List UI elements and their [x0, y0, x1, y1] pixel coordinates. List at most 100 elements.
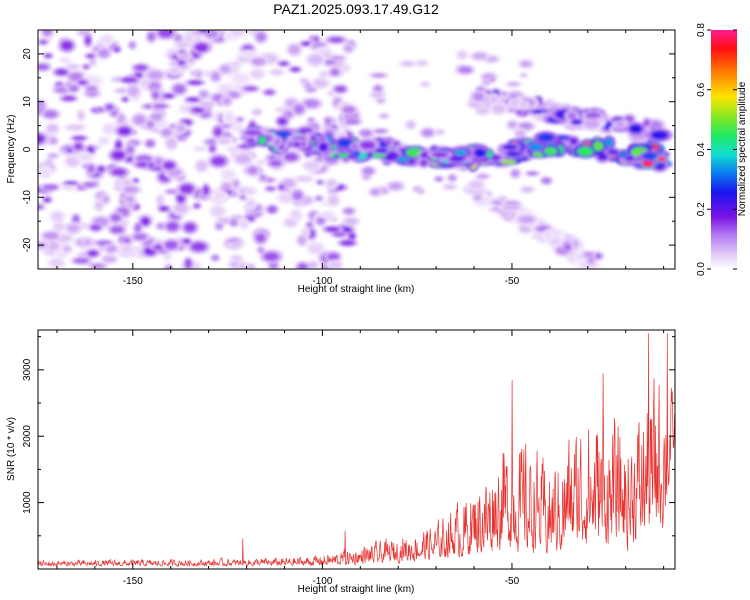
y-tick-label: 1000	[22, 491, 33, 514]
heatmap-cell	[313, 79, 328, 88]
heatmap-cell	[66, 156, 79, 167]
heatmap-cell	[453, 149, 468, 156]
heatmap-cell	[163, 161, 176, 170]
heatmap-cell	[147, 32, 156, 42]
heatmap-cell	[290, 67, 301, 72]
heatmap-cell	[567, 112, 577, 120]
heatmap-cell	[376, 98, 385, 104]
heatmap-cell	[330, 68, 340, 76]
heatmap-cell	[348, 233, 356, 240]
heatmap-cell	[373, 85, 383, 93]
heatmap-cell	[196, 160, 207, 171]
heatmap-cell	[541, 177, 551, 184]
heatmap-cell	[230, 242, 242, 247]
heatmap-cell	[340, 240, 355, 246]
heatmap-cell	[520, 73, 527, 78]
heatmap-cell	[328, 36, 344, 43]
snr-y-axis-label: SNR (10 * v/v)	[6, 417, 17, 481]
heatmap-cell	[190, 242, 207, 252]
heatmap-cell	[330, 55, 345, 61]
heatmap-cell	[150, 113, 163, 121]
heatmap-cell	[583, 252, 595, 257]
heatmap-cell	[615, 121, 625, 127]
heatmap-cell	[105, 245, 117, 253]
snr-panel: -150 -100 -50 1000 2000 3000 Height of straig…	[6, 329, 676, 595]
heatmap-cell	[342, 106, 356, 114]
heatmap-cell	[99, 137, 109, 145]
heatmap-cell	[127, 86, 139, 97]
heatmap-cell	[111, 168, 127, 176]
heatmap-cell	[255, 233, 266, 243]
heatmap-cell	[371, 92, 385, 98]
heatmap-cell	[293, 141, 301, 148]
heatmap-cell	[96, 165, 106, 173]
heatmap-cell	[222, 96, 231, 106]
heatmap-cell	[469, 180, 483, 189]
heatmap-cell	[191, 106, 206, 113]
heatmap-cell	[352, 150, 360, 158]
heatmap-cell	[230, 30, 244, 37]
heatmap-cell	[176, 41, 190, 48]
heatmap-cell	[417, 189, 425, 194]
heatmap-cell	[345, 118, 360, 125]
heatmap-cell	[200, 101, 214, 107]
heatmap-cell	[129, 41, 136, 49]
heatmap-cell	[157, 30, 174, 38]
heatmap-cell	[126, 145, 135, 155]
heatmap-cell	[133, 233, 148, 241]
heatmap-cell	[54, 223, 65, 231]
heatmap-cell	[218, 138, 231, 145]
heatmap-cell	[617, 152, 629, 158]
heatmap-cell	[337, 138, 353, 148]
heatmap-cell	[146, 120, 155, 129]
heatmap-cell	[145, 139, 155, 148]
heatmap-cell	[516, 110, 523, 115]
heatmap-cell	[276, 130, 291, 139]
heatmap-cell	[43, 231, 59, 240]
heatmap-cell	[362, 167, 374, 175]
heatmap-cell	[96, 202, 103, 208]
heatmap-cell	[278, 184, 286, 191]
heatmap-cell	[220, 65, 231, 74]
heatmap-cell	[175, 124, 186, 133]
heatmap-cell	[121, 77, 137, 83]
heatmap-cell	[38, 133, 45, 144]
snr-plot-area	[38, 330, 675, 569]
colorbar-ticks: 0.0 0.2 0.4 0.6 0.8	[696, 23, 737, 276]
heatmap-cell	[117, 113, 126, 124]
heatmap-cell	[120, 219, 129, 227]
colorbar-tick-label: 0.8	[696, 23, 707, 37]
heatmap-cell	[308, 54, 323, 65]
spectrogram-heatmap	[38, 30, 674, 269]
heatmap-cell	[42, 184, 59, 191]
heatmap-cell	[211, 156, 227, 167]
heatmap-cell	[515, 129, 525, 138]
x-tick-label: -150	[123, 276, 143, 287]
heatmap-cell	[528, 143, 544, 151]
heatmap-cell	[115, 140, 122, 151]
heatmap-cell	[174, 203, 188, 214]
heatmap-cell	[374, 129, 387, 134]
heatmap-cell	[537, 133, 555, 142]
x-tick-label: -50	[505, 276, 520, 287]
heatmap-cell	[125, 195, 135, 203]
heatmap-cell	[69, 85, 79, 92]
heatmap-cell	[64, 181, 78, 186]
heatmap-cell	[103, 124, 115, 134]
spectrogram-ticks: -150 -100 -50 20 10 0 -10 -20	[22, 29, 675, 287]
heatmap-cell	[85, 90, 99, 97]
heatmap-cell	[624, 115, 634, 123]
heatmap-cell	[72, 135, 86, 141]
heatmap-cell	[194, 42, 209, 53]
heatmap-cell	[284, 152, 299, 162]
heatmap-cell	[140, 217, 151, 226]
heatmap-cell	[296, 176, 312, 182]
heatmap-cell	[147, 162, 155, 168]
heatmap-cell	[278, 61, 289, 66]
heatmap-cell	[297, 235, 307, 245]
heatmap-cell	[224, 112, 234, 123]
heatmap-cell	[113, 46, 121, 52]
heatmap-cell	[148, 81, 161, 92]
heatmap-cell	[42, 30, 53, 36]
heatmap-cell	[67, 64, 80, 69]
